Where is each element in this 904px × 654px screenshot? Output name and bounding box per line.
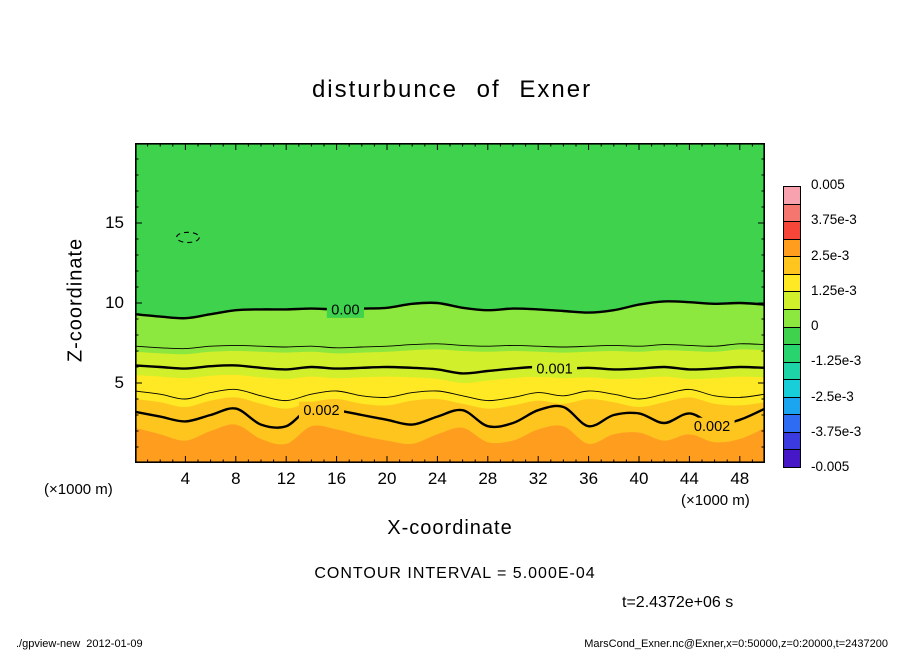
x-tick-label: 12: [276, 469, 296, 488]
x-tick-label: 20: [377, 469, 397, 488]
colorbar-cell-12: [784, 397, 800, 416]
plot-frame: [135, 143, 765, 463]
colorbar-cell-13: [784, 415, 800, 433]
colorbar-cell-7: [784, 309, 800, 328]
contour-plot: 0.00 0.001 0.002 0.002: [135, 143, 765, 463]
x-tick-label: 4: [180, 469, 191, 488]
colorbar-cell-0: [784, 187, 800, 205]
time-label: t=2.4372e+06 s: [622, 594, 734, 611]
colorbar-label: 1.25e-3: [811, 282, 857, 298]
colorbar-label: 2.5e-3: [811, 247, 850, 263]
y-axis-unit: (×1000 m): [44, 481, 113, 498]
colorbar-cell-6: [784, 292, 800, 310]
colorbar-label: -1.25e-3: [811, 353, 862, 369]
colorbar-cell-2: [784, 222, 800, 240]
x-tick-label: 28: [478, 469, 498, 488]
tone-band-4: [135, 424, 765, 463]
colorbar-cell-15: [784, 450, 800, 467]
x-tick-label: 16: [327, 469, 347, 488]
colorbar-cell-10: [784, 362, 800, 381]
colorbar-label: -2.5e-3: [811, 388, 854, 404]
plot-title: disturbunce of Exner: [311, 76, 593, 103]
contour-label: 0.00: [331, 302, 359, 318]
contour-label-bg: [689, 417, 735, 435]
colorbar-cell-3: [784, 239, 800, 258]
colorbar-cell-8: [784, 327, 800, 346]
y-tick-label: 5: [114, 373, 124, 392]
contour-label: 0.001: [536, 362, 572, 378]
colorbar-cell-9: [784, 345, 800, 363]
colorbar-cell-5: [784, 274, 800, 293]
contour-label: 0.002: [303, 403, 339, 419]
x-tick-label: 40: [629, 469, 649, 488]
contour-label: 0.002: [694, 419, 730, 435]
x-tick-label: 24: [427, 469, 447, 488]
y-tick-label: 15: [105, 213, 124, 232]
x-axis-unit: (×1000 m): [681, 492, 750, 509]
x-axis-label: X-coordinate: [387, 517, 513, 539]
x-tick-label: 36: [579, 469, 599, 488]
contour-interval-label: CONTOUR INTERVAL = 5.000E-04: [314, 565, 596, 582]
footer-source: MarsCond_Exner.nc@Exner,x=0:50000,z=0:20…: [584, 638, 888, 650]
contour-label-bg: [326, 300, 365, 318]
colorbar-cell-4: [784, 257, 800, 275]
colorbar-label: 0.005: [811, 177, 845, 192]
x-tick-label: 44: [679, 469, 699, 488]
contour-label-bg: [532, 360, 578, 378]
contour-line-4: [135, 404, 765, 429]
colorbar-label: -3.75e-3: [811, 423, 862, 439]
colorbar-label: 0: [811, 318, 819, 333]
y-tick-label: 10: [105, 293, 124, 312]
colorbar: [783, 186, 801, 468]
x-tick-label: 32: [528, 469, 548, 488]
contour-line-0: [135, 300, 765, 320]
contour-line-2: [135, 364, 765, 375]
colorbar-label: 3.75e-3: [811, 212, 857, 228]
contour-line-1: [135, 343, 765, 350]
colorbar-label: -0.005: [811, 459, 850, 474]
x-tick-label: 8: [231, 469, 241, 488]
footer-command: ./gpview-new 2012-01-09: [16, 638, 143, 650]
contour-label-bg: [298, 401, 344, 419]
contour-line-3: [135, 388, 765, 402]
colorbar-cell-14: [784, 432, 800, 451]
colorbar-cell-1: [784, 204, 800, 223]
x-tick-label: 48: [730, 469, 750, 488]
colorbar-cell-11: [784, 380, 800, 398]
